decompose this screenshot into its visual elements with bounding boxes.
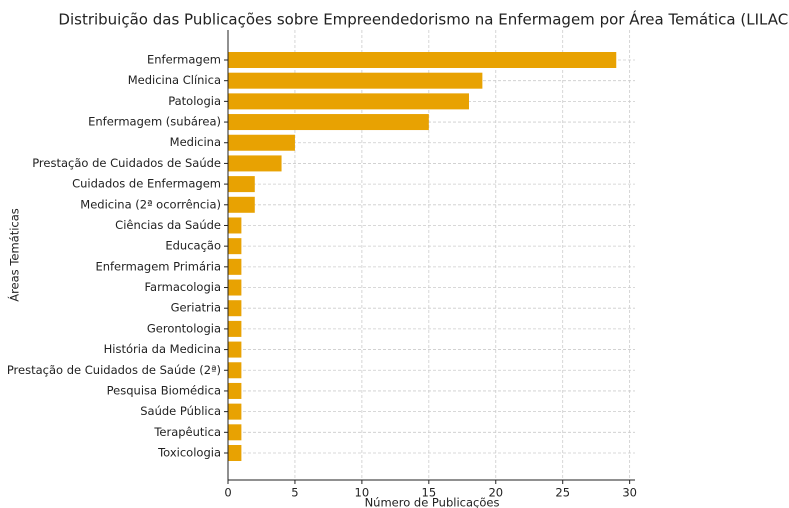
bar <box>228 52 617 68</box>
x-tick-label: 30 <box>622 486 637 500</box>
y-tick-label: Enfermagem Primária <box>95 259 221 273</box>
bar <box>228 341 242 358</box>
y-tick-label: Toxicologia <box>157 446 221 460</box>
x-tick-label: 25 <box>555 486 570 500</box>
bar <box>228 134 295 151</box>
y-tick-label: Geriatria <box>171 301 221 315</box>
bar <box>228 258 242 275</box>
y-tick-label: Pesquisa Biomédica <box>107 383 221 397</box>
x-tick-label: 5 <box>291 486 298 500</box>
bar <box>228 320 242 337</box>
x-tick-label: 20 <box>488 486 503 500</box>
bar <box>228 279 242 296</box>
y-tick-label: Ciências da Saúde <box>115 218 221 232</box>
y-tick-label: Prestação de Cuidados de Saúde (2ª) <box>7 363 221 377</box>
bar <box>228 424 242 441</box>
x-tick-label: 10 <box>355 486 370 500</box>
y-tick-label: Patologia <box>168 94 221 108</box>
bar <box>228 382 242 399</box>
bar <box>228 362 242 379</box>
bar <box>228 72 483 89</box>
y-tick-label: Cuidados de Enfermagem <box>72 177 221 191</box>
bar <box>228 445 242 461</box>
y-tick-label: Enfermagem (subárea) <box>88 115 221 129</box>
y-tick-label: Educação <box>165 239 221 253</box>
y-tick-label: Medicina Clínica <box>128 73 221 87</box>
bar <box>228 114 429 131</box>
y-axis-label: Áreas Temáticas <box>7 208 22 302</box>
bar <box>228 196 255 213</box>
y-tick-label: Terapêutica <box>153 425 221 439</box>
bar <box>228 93 469 110</box>
x-tick-label: 15 <box>422 486 437 500</box>
chart-title: Distribuição das Publicações sobre Empre… <box>58 10 789 29</box>
y-tick-label: Gerontologia <box>147 321 221 335</box>
bar <box>228 403 242 420</box>
y-tick-label: História da Medicina <box>104 342 221 356</box>
bar <box>228 176 255 193</box>
bar <box>228 155 282 172</box>
y-tick-label: Saúde Pública <box>140 404 221 418</box>
y-tick-label: Prestação de Cuidados de Saúde <box>32 156 221 170</box>
x-tick-label: 0 <box>224 486 231 500</box>
x-axis-label: Número de Publicações <box>365 496 500 508</box>
bar <box>228 238 242 255</box>
bar <box>228 217 242 234</box>
y-tick-label: Enfermagem <box>147 53 221 67</box>
bar <box>228 300 242 317</box>
y-tick-label: Medicina <box>170 135 221 149</box>
y-tick-label: Farmacologia <box>144 280 221 294</box>
y-tick-label: Medicina (2ª ocorrência) <box>80 197 221 211</box>
